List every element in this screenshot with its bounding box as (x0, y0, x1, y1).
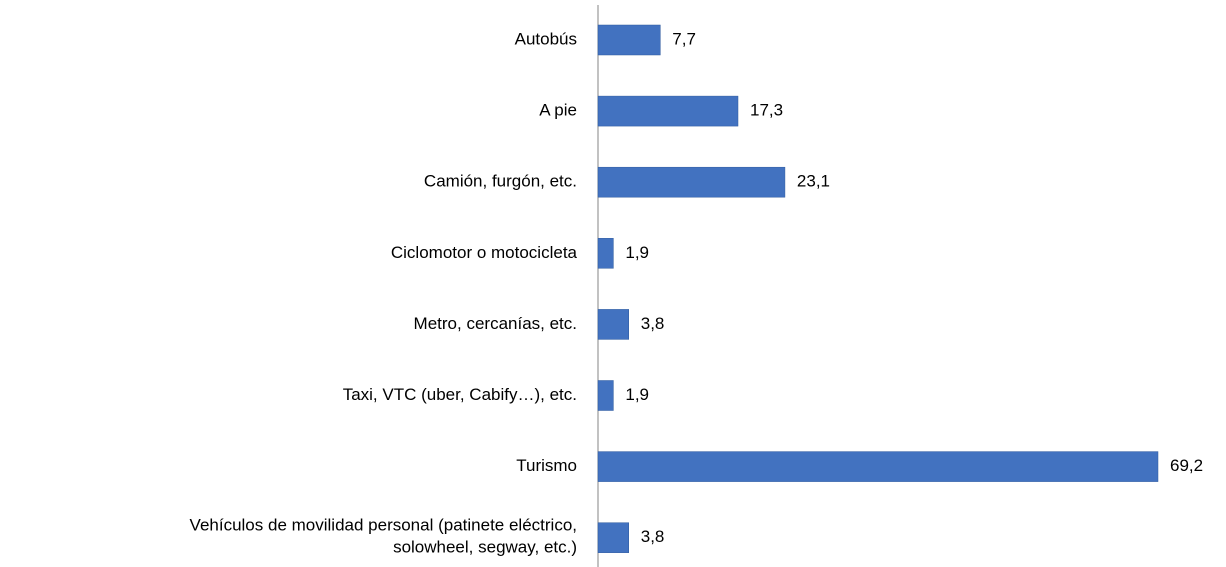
data-label: 3,8 (641, 314, 665, 333)
category-label: Turismo (516, 456, 577, 475)
bar (597, 309, 630, 340)
bar (597, 166, 786, 198)
data-label: 3,8 (641, 527, 665, 546)
category-label: Autobús (515, 29, 577, 48)
category-label: Metro, cercanías, etc. (414, 314, 577, 333)
bar (597, 451, 1159, 482)
category-label: Camión, furgón, etc. (424, 172, 577, 191)
category-label: Ciclomotor o motocicleta (391, 243, 578, 262)
category-label: A pie (539, 101, 577, 120)
data-label: 1,9 (625, 385, 649, 404)
data-label: 69,2 (1170, 456, 1203, 475)
bar (597, 380, 614, 411)
category-label: Vehículos de movilidad personal (patinet… (190, 516, 577, 557)
bar (597, 95, 739, 127)
data-label: 23,1 (797, 172, 830, 191)
bar (597, 522, 630, 553)
data-label: 1,9 (625, 243, 649, 262)
data-label: 7,7 (672, 29, 696, 48)
data-label: 17,3 (750, 101, 783, 120)
bar (597, 24, 661, 56)
category-label: Taxi, VTC (uber, Cabify…), etc. (343, 385, 577, 404)
bar (597, 238, 614, 269)
